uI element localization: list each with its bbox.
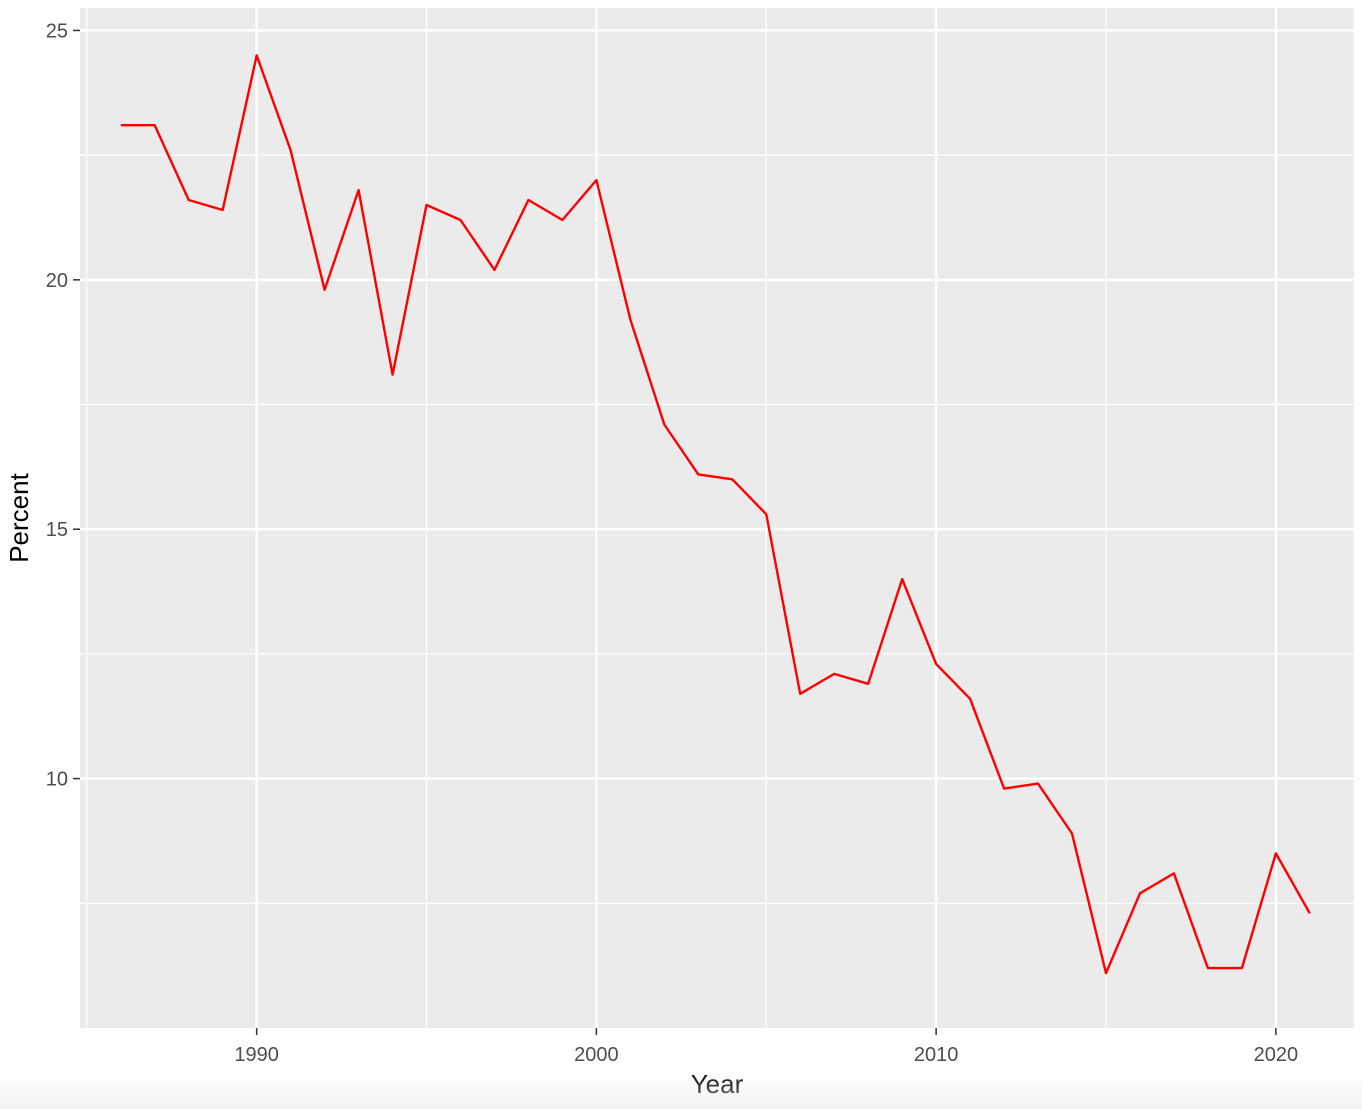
axis-ticks [73, 29, 1277, 1035]
x-tick-label: 2000 [574, 1044, 619, 1066]
x-tick-label: 2020 [1254, 1044, 1299, 1066]
series-line [120, 54, 1311, 975]
series-layer [120, 54, 1311, 975]
x-axis-title: Year [691, 1069, 744, 1099]
major-gridlines [80, 8, 1354, 1028]
y-tick-label: 20 [46, 270, 68, 292]
x-tick-labels: 1990 2000 2010 2020 [234, 1044, 1298, 1066]
y-axis-title: Percent [4, 472, 34, 562]
x-tick-label: 1990 [234, 1044, 279, 1066]
x-tick-label: 2010 [914, 1044, 959, 1066]
y-tick-label: 15 [46, 519, 68, 541]
y-tick-labels: 10 15 20 25 [46, 20, 68, 790]
y-tick-label: 10 [46, 769, 68, 791]
plot-panel [80, 8, 1354, 1028]
minor-gridlines [80, 8, 1354, 1028]
y-tick-label: 25 [46, 20, 68, 42]
